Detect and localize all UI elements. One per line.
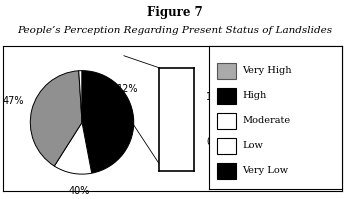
Text: 12%: 12%: [117, 84, 138, 94]
Text: 40%: 40%: [69, 186, 90, 196]
Bar: [217, 138, 236, 154]
Bar: [217, 163, 236, 179]
Text: 0%: 0%: [206, 137, 221, 147]
Bar: [217, 63, 236, 79]
Bar: [217, 88, 236, 104]
Text: Figure 7: Figure 7: [147, 6, 202, 19]
Wedge shape: [54, 122, 92, 174]
Text: 47%: 47%: [3, 96, 24, 106]
Wedge shape: [82, 71, 134, 173]
Text: Moderate: Moderate: [243, 116, 291, 125]
Text: High: High: [243, 91, 267, 100]
Wedge shape: [30, 71, 82, 166]
Wedge shape: [79, 71, 82, 122]
Text: 1%: 1%: [206, 92, 221, 102]
Text: Very Low: Very Low: [243, 166, 289, 175]
Bar: [217, 113, 236, 129]
Text: People’s Perception Regarding Present Status of Landslides: People’s Perception Regarding Present St…: [17, 26, 332, 35]
Text: Low: Low: [243, 141, 263, 150]
Text: Very High: Very High: [243, 66, 292, 75]
Text: 1%: 1%: [120, 113, 135, 123]
